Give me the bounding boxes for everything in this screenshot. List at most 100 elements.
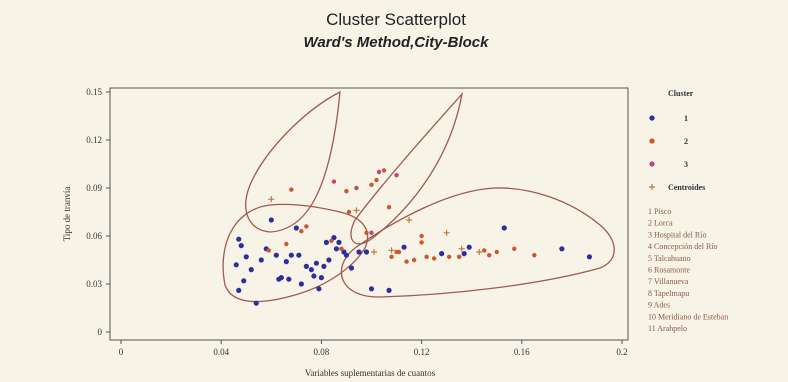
centroid-point <box>406 217 413 223</box>
x-tick-label: 0.08 <box>314 347 330 357</box>
plot-frame <box>109 87 629 341</box>
site-list-item: 2 Lorca <box>648 219 673 228</box>
cluster-1-point <box>501 225 507 231</box>
cluster-2-point <box>374 177 379 183</box>
legend-label: Centroides <box>668 183 705 192</box>
legend-label: 3 <box>684 160 688 169</box>
x-tick-label: 0.16 <box>514 347 530 357</box>
cluster-3-point <box>331 179 337 184</box>
cluster-1-point <box>326 257 332 263</box>
cluster-2-point <box>396 249 402 255</box>
cluster-1-point <box>401 244 407 250</box>
cluster-2-point <box>381 168 387 173</box>
cluster-2-point <box>431 256 437 261</box>
cluster-2-point <box>329 238 334 243</box>
site-list-item: 7 Villanueva <box>648 277 689 286</box>
site-list-item: 6 Rosamonte <box>648 266 690 275</box>
cluster-1-point <box>316 286 322 292</box>
cluster-1-point <box>278 275 284 281</box>
legend-marker-cluster-3 <box>649 161 655 167</box>
cluster-ellipse-upper-right <box>350 91 464 245</box>
cluster-1-point <box>318 275 324 281</box>
cluster-1-point <box>333 246 340 252</box>
y-tick-label: 0.09 <box>86 183 102 193</box>
cluster-2-point <box>304 224 309 229</box>
cluster-1-point <box>273 252 279 258</box>
cluster-1-point <box>258 257 264 263</box>
cluster-2-point <box>532 253 537 258</box>
legend-marker-cluster-2 <box>649 138 655 144</box>
cluster-2-point <box>339 246 344 251</box>
cluster-2-point <box>411 257 417 263</box>
centroid-point <box>268 196 275 203</box>
cluster-2-point <box>289 187 294 192</box>
y-tick-label: 0 <box>98 327 103 337</box>
cluster-2-point <box>364 230 369 235</box>
cluster-ellipse-upper-left <box>245 90 341 233</box>
data-points <box>233 168 593 306</box>
cluster-1-point <box>348 265 355 271</box>
cluster-2-point <box>424 254 429 259</box>
cluster-1-point <box>268 217 274 223</box>
centroid-point <box>443 229 450 236</box>
cluster-1-point <box>466 244 472 250</box>
cluster-2-point <box>266 248 271 253</box>
x-tick-label: 0 <box>119 347 124 357</box>
cluster-2-point <box>344 189 349 194</box>
x-axis-label: Variables suplementarias de cuantos <box>305 368 436 378</box>
centroid-point <box>353 207 360 214</box>
x-axis-ticks: 0 0.04 0.08 0.12 0.16 0.2 <box>119 340 628 357</box>
cluster-3-point <box>354 185 359 191</box>
cluster-1-point <box>368 286 375 292</box>
cluster-ellipse-lower-left <box>222 203 369 303</box>
site-list-item: 10 Meridiano de Esteban <box>648 312 728 321</box>
centroid-point <box>371 249 378 255</box>
cluster-ellipse-right <box>340 187 615 298</box>
cluster-1-point <box>386 287 392 293</box>
cluster-1-point <box>236 236 242 242</box>
cluster-2-point <box>386 205 392 210</box>
legend: Cluster 1 2 3 Centroides <box>649 89 705 192</box>
cluster-ellipses <box>222 90 615 303</box>
cluster-1-point <box>343 252 350 258</box>
cluster-1-point <box>293 225 299 231</box>
site-list-item: 9 Ades <box>648 301 670 310</box>
cluster-3-point <box>369 230 374 235</box>
cluster-1-point <box>461 251 467 257</box>
site-list-item: 1 Pisco <box>648 207 671 216</box>
cluster-1-point <box>238 243 244 249</box>
cluster-2-point <box>487 253 492 258</box>
cluster-2-point <box>494 249 499 255</box>
legend-label: 2 <box>684 137 688 146</box>
cluster-1-point <box>313 260 319 266</box>
cluster-3-point <box>394 173 399 178</box>
cluster-1-point <box>303 263 309 269</box>
site-list-item: 4 Concepción del Río <box>648 242 718 251</box>
y-axis-label: Tipo de tranvía <box>62 187 72 242</box>
cluster-1-point <box>298 281 304 287</box>
cluster-2-point <box>299 229 304 234</box>
cluster-1-point <box>308 267 314 273</box>
site-list-item: 3 Hospital del Río <box>648 230 706 239</box>
x-tick-label: 0.04 <box>213 347 229 357</box>
cluster-2-point <box>446 254 452 259</box>
y-tick-label: 0.03 <box>86 279 102 289</box>
site-list-item: 8 Tapelmapu <box>648 289 689 298</box>
cluster-2-point <box>482 248 487 253</box>
centroid-point <box>458 245 465 252</box>
cluster-2-point <box>389 254 394 259</box>
legend-marker-cluster-1 <box>649 115 655 121</box>
site-list-item: 11 Arahpelo <box>648 324 687 333</box>
cluster-1-point <box>439 251 445 257</box>
x-tick-label: 0.2 <box>616 347 627 357</box>
cluster-1-point <box>356 249 362 255</box>
y-tick-label: 0.12 <box>86 135 102 145</box>
cluster-1-point <box>283 259 289 265</box>
cluster-1-point <box>363 249 370 255</box>
cluster-2-point <box>419 233 424 239</box>
cluster-3-point <box>376 169 382 175</box>
cluster-1-point <box>559 246 565 252</box>
cluster-1-point <box>241 278 247 284</box>
chart-subtitle: Ward's Method,City-Block <box>304 34 490 51</box>
